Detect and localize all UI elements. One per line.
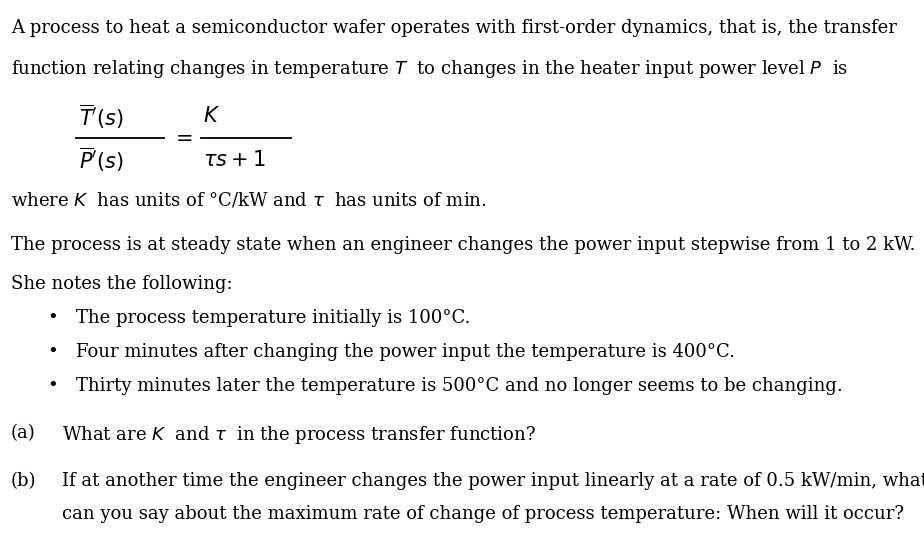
Text: where $\mathit{K}$  has units of °C/kW and $\tau$  has units of min.: where $\mathit{K}$ has units of °C/kW an… [11,190,487,209]
Text: function relating changes in temperature $\mathit{T}$  to changes in the heater : function relating changes in temperature… [11,58,848,80]
Text: (b): (b) [11,472,37,489]
Text: The process is at steady state when an engineer changes the power input stepwise: The process is at steady state when an e… [11,236,916,253]
Text: A process to heat a semiconductor wafer operates with first-order dynamics, that: A process to heat a semiconductor wafer … [11,19,897,37]
Text: •   Thirty minutes later the temperature is 500°C and no longer seems to be chan: • Thirty minutes later the temperature i… [48,377,843,395]
Text: She notes the following:: She notes the following: [11,275,233,293]
Text: can you say about the maximum rate of change of process temperature: When will i: can you say about the maximum rate of ch… [62,506,904,523]
Text: •   The process temperature initially is 100°C.: • The process temperature initially is 1… [48,309,470,328]
Text: $\overline{P}'(s)$: $\overline{P}'(s)$ [79,146,123,174]
Text: (a): (a) [11,424,36,443]
Text: •   Four minutes after changing the power input the temperature is 400°C.: • Four minutes after changing the power … [48,343,736,361]
Text: What are $\mathit{K}$  and $\tau$  in the process transfer function?: What are $\mathit{K}$ and $\tau$ in the … [62,424,536,446]
Text: $\tau s+1$: $\tau s+1$ [203,149,266,170]
Text: If at another time the engineer changes the power input linearly at a rate of 0.: If at another time the engineer changes … [62,472,924,489]
Text: $K$: $K$ [203,106,220,127]
Text: $\overline{T}'(s)$: $\overline{T}'(s)$ [79,102,124,130]
Text: $=$: $=$ [171,128,192,148]
